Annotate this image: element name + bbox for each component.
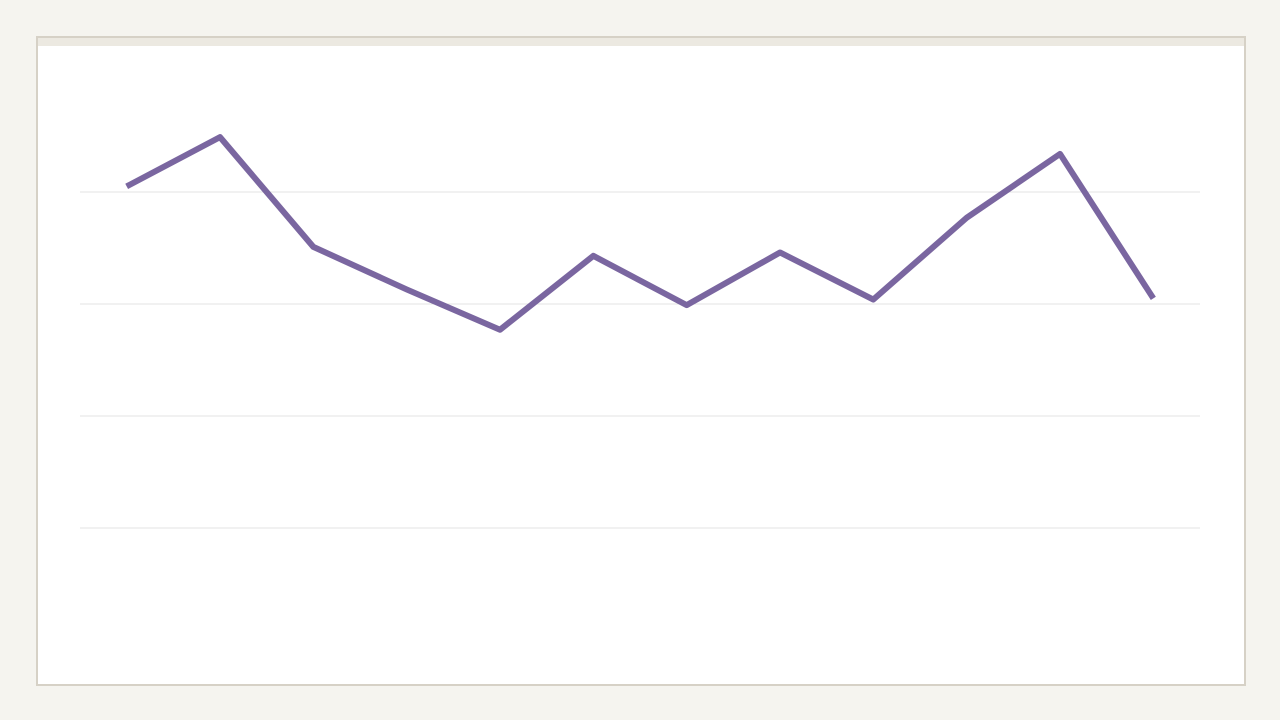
card-header-strip	[38, 38, 1244, 46]
chart-card	[36, 36, 1246, 686]
data-line	[125, 134, 1156, 333]
